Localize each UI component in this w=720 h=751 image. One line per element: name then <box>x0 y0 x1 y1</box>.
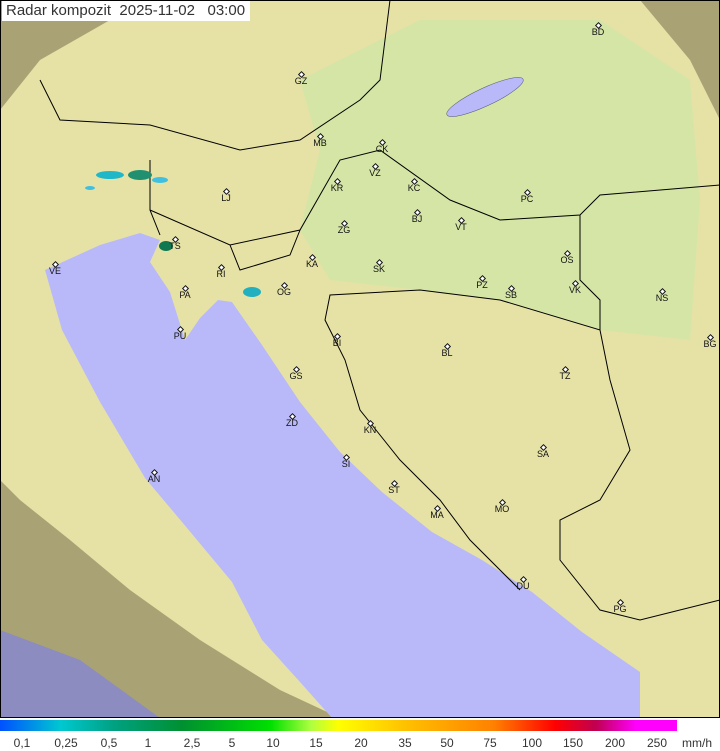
city-label: BL <box>441 348 453 358</box>
legend-tick-label: 20 <box>354 736 368 750</box>
city-label: PG <box>613 604 627 614</box>
adriatic-sea <box>45 233 640 718</box>
city-label: ZD <box>286 418 298 428</box>
map-title: Radar kompozit 2025-11-02 03:00 <box>2 1 251 21</box>
legend-tick-label: 1 <box>144 736 152 750</box>
city-label: DU <box>516 581 530 591</box>
green-lowlands <box>300 20 700 340</box>
city-label: MO <box>494 504 510 514</box>
city-label: BD <box>591 27 605 37</box>
city-label: AN <box>147 474 161 484</box>
city-label: PA <box>179 290 191 300</box>
city-label: SB <box>504 290 518 300</box>
radar-echoes <box>85 170 261 297</box>
legend-tick-label: 0,25 <box>54 736 78 750</box>
city-label: NS <box>655 293 669 303</box>
city-label: PU <box>173 331 187 341</box>
outside-coverage-sea <box>0 630 160 718</box>
legend-tick-label: 10 <box>266 736 280 750</box>
city-label: LJ <box>221 193 231 203</box>
legend-tick-label: 200 <box>604 736 626 750</box>
map-canvas <box>0 0 720 718</box>
city-label: KR <box>330 183 344 193</box>
city-label: PC <box>520 194 534 204</box>
city-label: KA <box>305 259 319 269</box>
city-label: VT <box>455 222 467 232</box>
legend-tick-label: 15 <box>309 736 323 750</box>
city-label: OS <box>560 255 574 265</box>
city-label: BG <box>703 339 717 349</box>
precipitation-color-scale <box>0 720 677 731</box>
country-borders <box>39 0 720 621</box>
legend-tick-label: 75 <box>483 736 497 750</box>
legend-tick-label: mm/h <box>682 736 712 750</box>
legend-tick-label: 250 <box>646 736 668 750</box>
city-label: MB <box>313 138 327 148</box>
city-label: VE <box>48 266 62 276</box>
city-label: ZG <box>337 225 351 235</box>
legend-labels: 0,1 0,25 0,5 1 2,5 5 10 15 20 35 50 75 100 150 200 250 m… <box>0 736 720 751</box>
city-label: BJ <box>411 214 423 224</box>
legend-tick-label: 50 <box>440 736 454 750</box>
legend-tick-label: 2,5 <box>183 736 201 750</box>
city-label: TZ <box>559 371 571 381</box>
city-label: GS <box>289 371 303 381</box>
city-label: RI <box>216 269 226 279</box>
city-label: KC <box>407 183 421 193</box>
city-label: OG <box>276 287 292 297</box>
legend-tick-label: 100 <box>521 736 543 750</box>
city-label: CK <box>375 144 389 154</box>
lake-balaton <box>446 77 524 117</box>
city-label: SK <box>372 264 386 274</box>
city-label: TS <box>169 241 181 251</box>
city-label: GZ <box>294 76 308 86</box>
city-label: SI <box>341 459 351 469</box>
legend-tick-label: 0,5 <box>100 736 118 750</box>
legend-tick-label: 5 <box>228 736 236 750</box>
legend-tick-label: 150 <box>562 736 584 750</box>
city-label: VZ <box>369 168 381 178</box>
city-label: BI <box>332 338 342 348</box>
city-label: MA <box>430 510 444 520</box>
city-label: KN <box>363 425 377 435</box>
city-label: ST <box>388 485 400 495</box>
city-label: VK <box>568 285 582 295</box>
city-label: PZ <box>476 280 488 290</box>
legend-tick-label: 35 <box>398 736 412 750</box>
legend-tick-label: 0,1 <box>13 736 31 750</box>
city-label: SA <box>536 449 550 459</box>
